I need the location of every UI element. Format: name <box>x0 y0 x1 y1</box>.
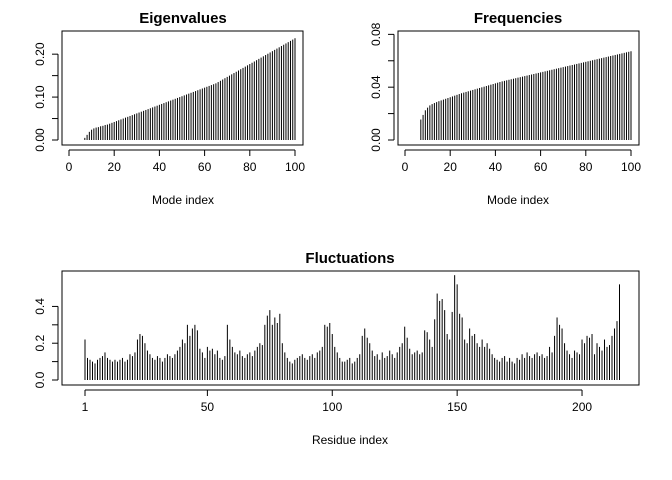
frequencies-y-tick-label: 0.04 <box>369 75 383 99</box>
eigenvalues-x-label: Mode index <box>152 193 214 207</box>
eigenvalues-title: Eigenvalues <box>139 10 227 27</box>
fluctuations-bars <box>84 275 620 380</box>
frequencies-x-tick-label: 0 <box>402 160 409 174</box>
eigenvalues-y-axis: 0.00 0.10 0.20 <box>33 42 59 152</box>
fluctuations-x-tick-label: 50 <box>201 400 215 414</box>
frequencies-y-axis: 0.00 0.04 0.08 <box>369 22 395 152</box>
frequencies-bars <box>420 51 632 140</box>
frequencies-x-axis: 0 20 40 60 80 100 <box>402 149 641 174</box>
frequencies-y-tick-label: 0.00 <box>369 128 383 152</box>
frequencies-x-tick-label: 40 <box>489 160 503 174</box>
fluctuations-x-tick-label: 150 <box>447 400 467 414</box>
frequencies-x-tick-label: 100 <box>621 160 641 174</box>
frequencies-plot-frame <box>397 30 640 146</box>
eigenvalues-x-tick-label: 20 <box>108 160 122 174</box>
eigenvalues-x-tick-label: 100 <box>285 160 305 174</box>
frequencies-x-tick-label: 80 <box>579 160 593 174</box>
eigenvalues-y-tick-label: 0.00 <box>33 128 47 152</box>
frequencies-panel: Frequencies 0 20 40 60 80 100 0.00 0.04 0.08 Mo… <box>369 10 641 207</box>
fluctuations-x-label: Residue index <box>312 433 388 447</box>
eigenvalues-x-tick-label: 80 <box>243 160 257 174</box>
eigenvalues-x-axis: 0 20 40 60 80 100 <box>66 149 305 174</box>
fluctuations-y-tick-label: 0.2 <box>33 335 47 352</box>
fluctuations-plot-frame <box>61 270 640 386</box>
eigenvalues-panel: Eigenvalues 0 20 40 60 80 100 0.00 0.10 0.20 Mo… <box>33 10 305 207</box>
fluctuations-x-tick-label: 100 <box>322 400 342 414</box>
eigenvalues-y-tick-label: 0.20 <box>33 42 47 66</box>
eigenvalues-plot-frame <box>61 30 304 146</box>
frequencies-title: Frequencies <box>474 10 562 27</box>
eigenvalues-x-tick-label: 60 <box>198 160 212 174</box>
frequencies-y-tick-label: 0.08 <box>369 22 383 46</box>
frequencies-x-tick-label: 20 <box>444 160 458 174</box>
fluctuations-x-axis: 1 50 100 150 200 <box>82 389 592 414</box>
fluctuations-x-tick-label: 200 <box>572 400 592 414</box>
fluctuations-y-tick-label: 0.0 <box>33 371 47 388</box>
fluctuations-x-tick-label: 1 <box>82 400 89 414</box>
fluctuations-y-tick-label: 0.4 <box>33 298 47 315</box>
eigenvalues-x-tick-label: 0 <box>66 160 73 174</box>
eigenvalues-y-tick-label: 0.10 <box>33 85 47 109</box>
eigenvalues-bars <box>84 38 296 140</box>
fluctuations-y-axis: 0.0 0.2 0.4 <box>33 298 59 388</box>
fluctuations-panel: Fluctuations 1 50 100 150 200 0.00.20.4 Resi… <box>33 250 640 447</box>
frequencies-x-label: Mode index <box>487 193 549 207</box>
eigenvalues-x-tick-label: 40 <box>153 160 167 174</box>
frequencies-x-tick-label: 60 <box>534 160 548 174</box>
fluctuations-title: Fluctuations <box>305 250 394 267</box>
